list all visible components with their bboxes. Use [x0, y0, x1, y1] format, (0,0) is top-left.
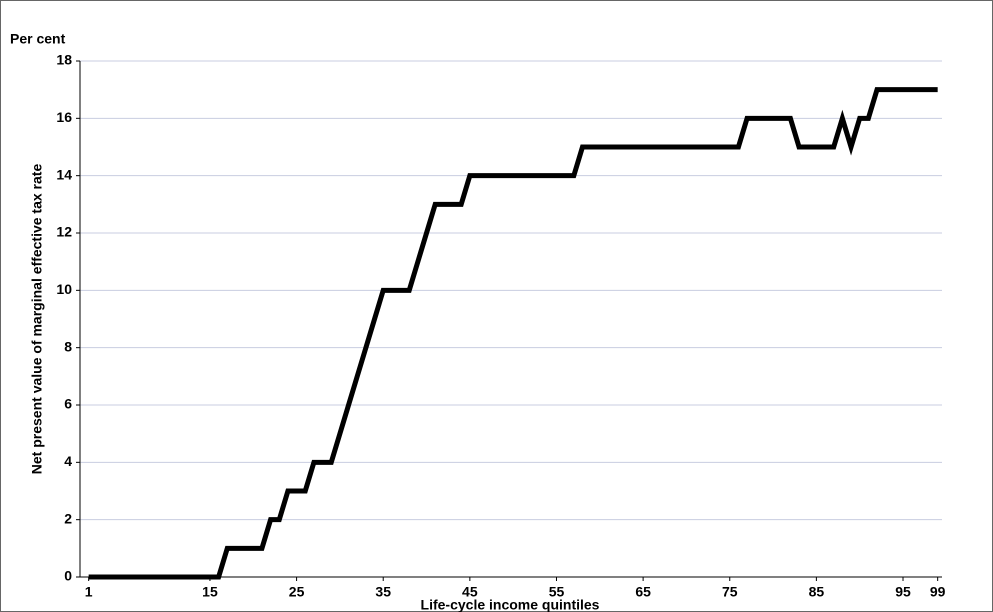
x-tick-label: 35 [375, 584, 391, 600]
y-tick-label: 10 [56, 281, 72, 297]
x-tick-label: 45 [462, 584, 478, 600]
x-tick-label: 85 [809, 584, 825, 600]
y-tick-label: 12 [56, 224, 72, 240]
y-unit-label: Per cent [10, 31, 66, 47]
y-tick-label: 14 [56, 166, 72, 182]
y-tick-label: 0 [64, 568, 72, 584]
x-tick-label: 1 [85, 584, 93, 600]
x-tick-label: 75 [722, 584, 738, 600]
y-axis-title: Net present value of marginal effective … [29, 164, 45, 475]
y-tick-label: 4 [64, 453, 72, 469]
x-tick-label: 55 [549, 584, 565, 600]
line [88, 87, 938, 580]
y-tick-label: 16 [56, 109, 72, 125]
x-tick-label: 65 [635, 584, 651, 600]
y-tick-label: 2 [64, 510, 72, 526]
x-axis-title: Life-cycle income quintiles [421, 597, 600, 612]
y-tick-label: 18 [56, 52, 72, 68]
y-tick-label: 6 [64, 396, 72, 412]
x-tick-label: 25 [289, 584, 305, 600]
y-tick-label: 8 [64, 338, 72, 354]
x-tick-label: 15 [202, 584, 218, 600]
x-tick-label: 95 [895, 584, 911, 600]
x-tick-label: 99 [930, 584, 946, 600]
